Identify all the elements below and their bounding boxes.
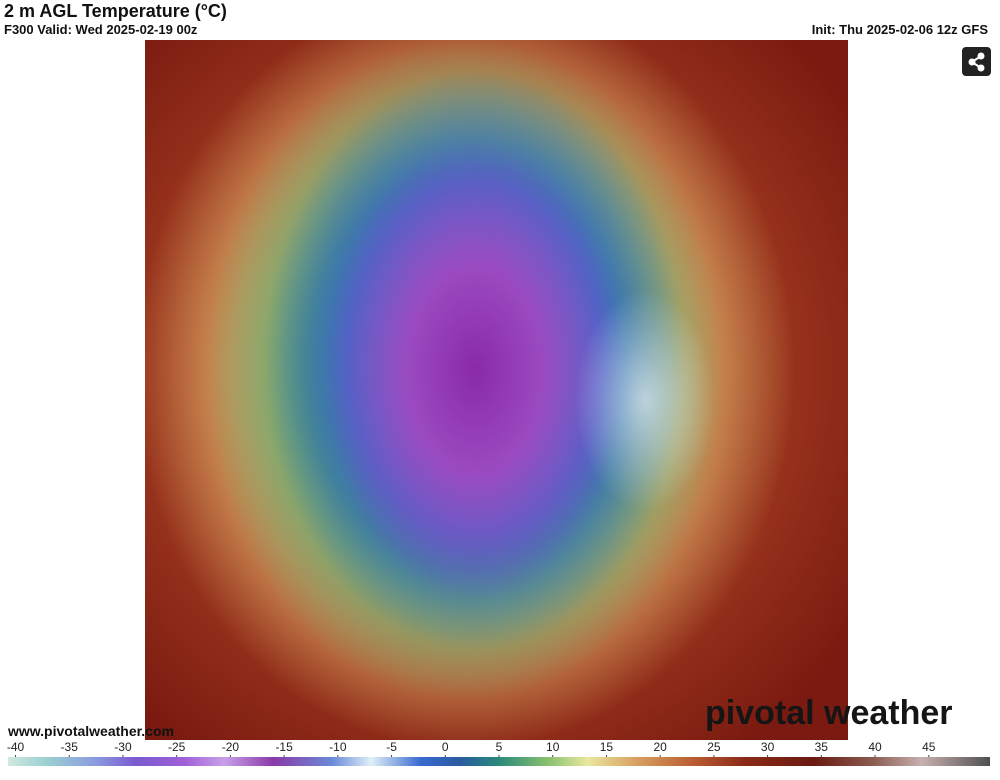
colorbar-label: -30	[114, 740, 132, 754]
colorbar	[8, 757, 990, 766]
colorbar-label: 0	[442, 740, 449, 754]
valid-time: F300 Valid: Wed 2025-02-19 00z	[4, 22, 198, 37]
title: 2 m AGL Temperature (°C)	[4, 1, 227, 21]
colorbar-label: 25	[707, 740, 721, 754]
colorbar-label: -10	[329, 740, 347, 754]
colorbar-label: -35	[61, 740, 79, 754]
init-time: Init: Thu 2025-02-06 12z GFS	[811, 22, 988, 37]
colorbar-label: 45	[922, 740, 936, 754]
colorbar-label: 15	[600, 740, 614, 754]
share-button[interactable]	[962, 47, 991, 76]
colorbar-label: 40	[868, 740, 882, 754]
colorbar-label: 5	[496, 740, 503, 754]
brand: pivotal weather	[705, 694, 953, 732]
colorbar-label: -15	[275, 740, 293, 754]
colorbar-label: 10	[546, 740, 560, 754]
colorbar-label: 30	[761, 740, 775, 754]
colorbar-label: -20	[222, 740, 240, 754]
website: www.pivotalweather.com	[8, 723, 174, 739]
temperature-map	[145, 40, 848, 740]
colorbar-label: -5	[386, 740, 397, 754]
share-icon	[968, 52, 985, 72]
colorbar-label: 20	[653, 740, 667, 754]
colorbar-label: -25	[168, 740, 186, 754]
colorbar-label: 35	[815, 740, 829, 754]
colorbar-label: -40	[7, 740, 25, 754]
